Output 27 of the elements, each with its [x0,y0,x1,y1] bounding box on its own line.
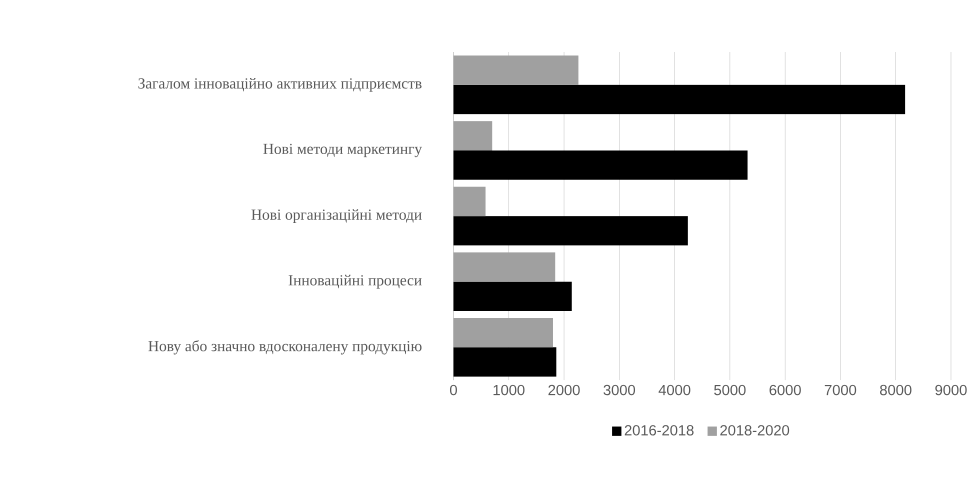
x-tick-label: 2000 [548,384,580,395]
y-tick-label: Нові методи маркетингу [263,143,422,157]
bar [453,281,572,311]
bar [453,186,486,216]
bar [453,150,748,180]
bar [453,318,553,348]
x-tick-label: 7000 [824,384,856,395]
x-tick-label: 1000 [494,384,524,395]
bar [453,55,578,85]
bar [453,347,556,376]
x-tick-label: 4000 [658,384,690,395]
x-tick-label: 8000 [880,384,912,395]
bar [453,84,906,114]
x-tick-label: 5000 [714,384,746,395]
bar [453,216,688,246]
y-tick-label: Нові організаційні методи [251,208,422,223]
bar [453,120,492,150]
y-tick-label: Нову або значно вдосконалену продукцію [148,340,422,354]
y-tick-label: Загалом інноваційно активних підприємств [138,78,422,92]
x-tick-label: 0 [450,384,457,395]
legend-label: 2016-2018 [624,424,694,436]
x-tick-label: 6000 [770,384,801,395]
bar [453,252,556,282]
legend-label: 2018-2020 [720,424,790,436]
x-tick-label: 9000 [935,384,967,395]
x-tick-label: 3000 [604,384,636,395]
y-tick-label: Інноваційні процеси [288,274,422,288]
